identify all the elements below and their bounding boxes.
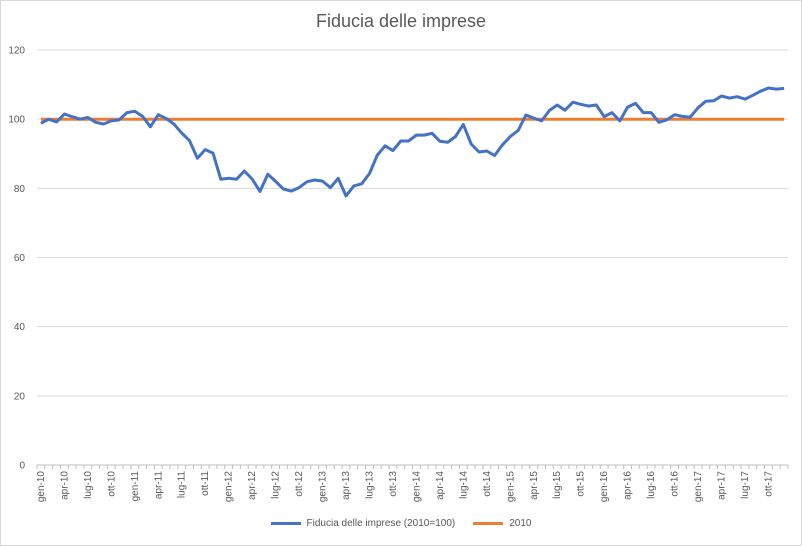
x-tick-label: ott-13 bbox=[388, 471, 399, 497]
x-tick-label: ott-10 bbox=[106, 471, 117, 497]
x-tick-label: apr-17 bbox=[717, 471, 728, 500]
x-tick-label: apr-14 bbox=[435, 471, 446, 500]
y-tick-label: 20 bbox=[14, 391, 26, 402]
legend-label-2010: 2010 bbox=[509, 518, 532, 529]
x-tick-label: gen-15 bbox=[505, 471, 516, 503]
x-tick-label: gen-17 bbox=[693, 471, 704, 503]
x-tick-label: apr-15 bbox=[529, 471, 540, 500]
legend-item-fiducia: Fiducia delle imprese (2010=100) bbox=[270, 518, 456, 529]
y-tick-label: 40 bbox=[14, 322, 26, 333]
x-tick-label: lug-13 bbox=[364, 471, 375, 499]
y-tick-label: 100 bbox=[8, 115, 25, 126]
x-tick-label: gen-14 bbox=[411, 471, 422, 503]
x-tick-label: lug-15 bbox=[552, 471, 563, 499]
gridlines bbox=[37, 49, 788, 466]
y-axis-ticks: 0 20 40 60 80 100 120 bbox=[8, 46, 25, 472]
x-tick-label: gen-11 bbox=[130, 471, 141, 502]
y-tick-label: 120 bbox=[8, 46, 25, 57]
x-tick-label: lug-11 bbox=[177, 471, 188, 498]
x-tick-label: gen-10 bbox=[36, 471, 47, 503]
x-tick-label: lug-12 bbox=[271, 471, 282, 499]
x-tick-label: apr-16 bbox=[623, 471, 634, 500]
x-axis-ticks: gen-10 apr-10 lug-10 ott-10 gen-11 apr-11 lug-… bbox=[36, 465, 789, 503]
legend-swatch-fiducia bbox=[270, 522, 301, 525]
legend-item-2010: 2010 bbox=[473, 518, 531, 529]
x-tick-label: ott-15 bbox=[576, 471, 587, 497]
legend-swatch-2010 bbox=[473, 522, 504, 525]
legend: Fiducia delle imprese (2010=100) 2010 bbox=[0, 518, 802, 529]
x-tick-label: ott-12 bbox=[294, 471, 305, 497]
x-tick-label: apr-12 bbox=[247, 471, 258, 500]
x-tick-label: lug-14 bbox=[458, 471, 469, 499]
x-tick-label: apr-13 bbox=[341, 471, 352, 500]
y-tick-label: 60 bbox=[14, 253, 26, 264]
x-tick-label: ott-17 bbox=[763, 471, 774, 497]
x-tick-label: gen-16 bbox=[599, 471, 610, 503]
x-tick-label: apr-11 bbox=[153, 471, 164, 500]
series-line-fiducia bbox=[40, 86, 785, 198]
x-tick-label: lug-17 bbox=[740, 471, 751, 499]
y-tick-label: 80 bbox=[14, 184, 26, 195]
y-tick-label: 0 bbox=[19, 461, 25, 472]
x-tick-label: apr-10 bbox=[59, 471, 70, 500]
x-tick-label: gen-12 bbox=[224, 471, 235, 503]
x-tick-label: gen-13 bbox=[318, 471, 329, 503]
x-tick-label: ott-11 bbox=[200, 471, 211, 496]
chart-title: Fiducia delle imprese bbox=[315, 11, 487, 31]
series-lines bbox=[40, 86, 785, 198]
x-tick-label: ott-16 bbox=[670, 471, 681, 497]
x-tick-label: lug-10 bbox=[83, 471, 94, 499]
x-tick-label: ott-14 bbox=[482, 471, 493, 497]
legend-label-fiducia: Fiducia delle imprese (2010=100) bbox=[306, 518, 456, 529]
x-tick-label: lug-16 bbox=[646, 471, 657, 499]
